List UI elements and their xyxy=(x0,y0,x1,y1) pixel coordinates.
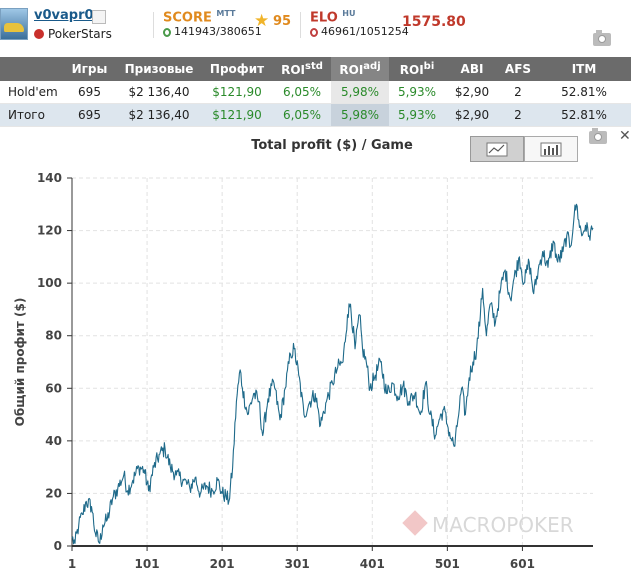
medal-icon xyxy=(163,28,171,37)
table-cell: Итого xyxy=(0,103,62,127)
x-tick-label: 301 xyxy=(285,557,310,571)
y-tick-label: 0 xyxy=(54,539,62,553)
x-tick-label: 201 xyxy=(210,557,235,571)
table-cell: 695 xyxy=(62,81,117,104)
close-icon[interactable]: ✕ xyxy=(619,128,631,144)
stats-table: Игры Призовые Профит ROIstd ROIadj ROIbi… xyxy=(0,57,631,127)
room-name: PokerStars xyxy=(48,27,112,41)
medal-icon xyxy=(310,28,318,37)
watermark-text: MACROPOKER xyxy=(432,513,574,537)
table-cell: 5,98% xyxy=(331,81,389,104)
table-cell: Hold'em xyxy=(0,81,62,104)
table-cell: 6,05% xyxy=(273,81,331,104)
y-tick-label: 80 xyxy=(45,329,62,343)
x-tick-label: 101 xyxy=(135,557,160,571)
table-cell: $2 136,40 xyxy=(117,103,201,127)
table-cell: 2 xyxy=(499,103,537,127)
x-tick-label: 401 xyxy=(360,557,385,571)
divider xyxy=(153,12,154,38)
table-header[interactable]: ITM xyxy=(537,57,631,81)
table-cell: $2,90 xyxy=(445,103,499,127)
table-cell: 52.81% xyxy=(537,103,631,127)
table-cell: 695 xyxy=(62,103,117,127)
room-label: PokerStars xyxy=(34,27,112,41)
table-cell: 5,93% xyxy=(389,103,445,127)
pokerstars-icon xyxy=(34,29,44,39)
table-header[interactable]: Профит xyxy=(201,57,273,81)
line-chart-icon xyxy=(486,142,508,157)
x-tick-label: 1 xyxy=(68,557,76,571)
y-tick-label: 20 xyxy=(45,486,62,500)
divider xyxy=(300,12,301,38)
elo-rank: 46961/1051254 xyxy=(310,25,409,38)
star-icon: ★ xyxy=(254,11,270,31)
series-line xyxy=(71,203,594,545)
score-rank: 141943/380651 xyxy=(163,25,262,38)
table-header[interactable]: Призовые xyxy=(117,57,201,81)
table-header[interactable]: ROIstd xyxy=(273,57,331,81)
x-tick-label: 501 xyxy=(435,557,460,571)
score-label: SCORE MTT xyxy=(163,9,236,26)
table-header[interactable]: AFS xyxy=(499,57,537,81)
star-count: 95 xyxy=(273,14,292,29)
table-cell: $121,90 xyxy=(201,81,273,104)
table-header[interactable]: Игры xyxy=(62,57,117,81)
elo-label: ELO HU xyxy=(310,9,356,26)
camera-icon[interactable] xyxy=(593,30,611,46)
table-header-row: Игры Призовые Профит ROIstd ROIadj ROIbi… xyxy=(0,57,631,81)
y-tick-label: 140 xyxy=(37,171,62,185)
table-header[interactable] xyxy=(0,57,62,81)
table-cell: $121,90 xyxy=(201,103,273,127)
chart-title: Total profit ($) / Game xyxy=(251,138,413,153)
y-axis-label: Общий профит ($) xyxy=(13,298,27,427)
table-cell: 52.81% xyxy=(537,81,631,104)
compare-checkbox[interactable] xyxy=(92,10,106,24)
table-cell: $2,90 xyxy=(445,81,499,104)
x-tick-label: 601 xyxy=(510,557,535,571)
y-tick-label: 60 xyxy=(45,381,62,395)
bar-chart-button[interactable] xyxy=(524,136,578,162)
table-cell: 2 xyxy=(499,81,537,104)
avatar[interactable] xyxy=(0,8,28,40)
table-row: Итого 695 $2 136,40 $121,90 6,05% 5,98% … xyxy=(0,103,631,127)
table-header[interactable]: ROIadj xyxy=(331,57,389,81)
y-tick-label: 120 xyxy=(37,224,62,238)
line-chart-button[interactable] xyxy=(470,136,524,162)
table-cell: $2 136,40 xyxy=(117,81,201,104)
table-header[interactable]: ABI xyxy=(445,57,499,81)
y-tick-label: 40 xyxy=(45,434,62,448)
player-name-link[interactable]: v0vapr0 xyxy=(34,8,94,23)
table-header[interactable]: ROIbi xyxy=(389,57,445,81)
table-cell: 5,98% xyxy=(331,103,389,127)
table-row: Hold'em 695 $2 136,40 $121,90 6,05% 5,98… xyxy=(0,81,631,104)
y-tick-label: 100 xyxy=(37,276,62,290)
elo-value: 1575.80 xyxy=(402,14,466,30)
bar-chart-icon xyxy=(540,142,562,157)
camera-icon[interactable] xyxy=(589,128,607,144)
table-cell: 5,93% xyxy=(389,81,445,104)
table-cell: 6,05% xyxy=(273,103,331,127)
